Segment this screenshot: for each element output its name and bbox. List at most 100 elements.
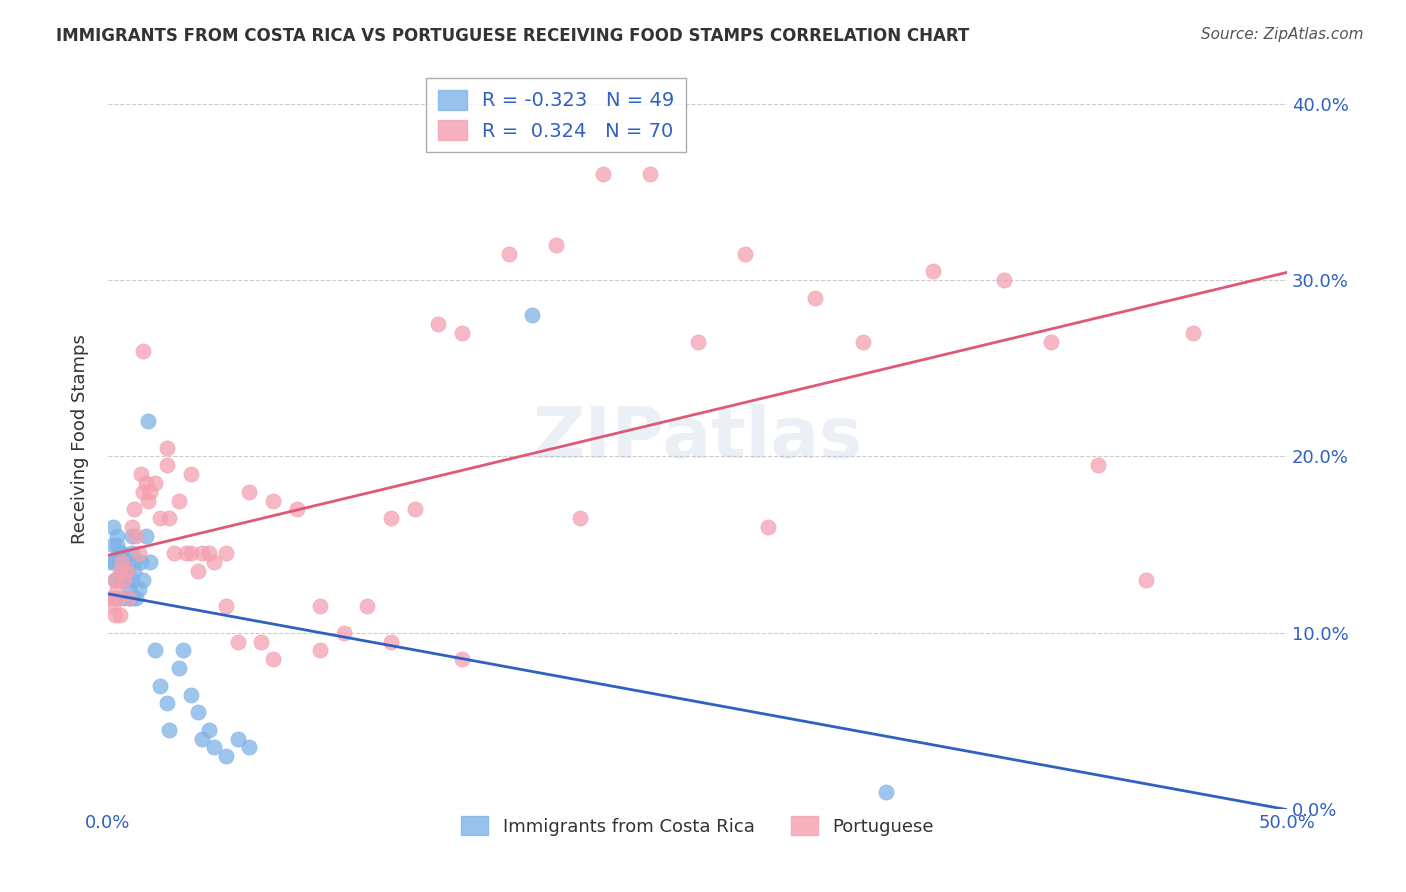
- Point: [121, 591, 143, 605]
- Point: [380, 511, 402, 525]
- Point: [136, 414, 159, 428]
- Point: [121, 573, 143, 587]
- Point: [156, 458, 179, 473]
- Point: [852, 334, 875, 349]
- Point: [592, 167, 614, 181]
- Point: [107, 538, 129, 552]
- Point: [215, 599, 238, 614]
- Point: [125, 529, 148, 543]
- Point: [157, 723, 180, 737]
- Point: [118, 591, 141, 605]
- Point: [686, 334, 709, 349]
- Point: [118, 591, 141, 605]
- Point: [101, 520, 124, 534]
- Legend: Immigrants from Costa Rica, Portuguese: Immigrants from Costa Rica, Portuguese: [453, 807, 943, 845]
- Point: [132, 484, 155, 499]
- Point: [380, 634, 402, 648]
- Point: [104, 608, 127, 623]
- Point: [226, 731, 249, 746]
- Point: [122, 564, 145, 578]
- Point: [198, 546, 221, 560]
- Point: [522, 309, 544, 323]
- Point: [1135, 573, 1157, 587]
- Point: [285, 502, 308, 516]
- Point: [111, 573, 134, 587]
- Point: [191, 731, 214, 746]
- Point: [122, 555, 145, 569]
- Point: [149, 511, 172, 525]
- Point: [114, 591, 136, 605]
- Point: [202, 740, 225, 755]
- Point: [104, 573, 127, 587]
- Point: [1087, 458, 1109, 473]
- Point: [309, 599, 332, 614]
- Point: [98, 591, 121, 605]
- Point: [993, 273, 1015, 287]
- Point: [104, 573, 127, 587]
- Point: [356, 599, 378, 614]
- Point: [108, 573, 131, 587]
- Point: [215, 749, 238, 764]
- Point: [115, 564, 138, 578]
- Point: [640, 167, 662, 181]
- Point: [111, 546, 134, 560]
- Point: [157, 511, 180, 525]
- Point: [262, 493, 284, 508]
- Text: ZIPatlas: ZIPatlas: [533, 404, 863, 474]
- Point: [156, 696, 179, 710]
- Point: [121, 520, 143, 534]
- Point: [167, 661, 190, 675]
- Point: [198, 723, 221, 737]
- Point: [139, 555, 162, 569]
- Point: [309, 643, 332, 657]
- Point: [135, 529, 157, 543]
- Point: [215, 546, 238, 560]
- Point: [143, 475, 166, 490]
- Point: [427, 317, 450, 331]
- Point: [108, 546, 131, 560]
- Point: [104, 555, 127, 569]
- Point: [111, 555, 134, 569]
- Point: [129, 555, 152, 569]
- Point: [114, 555, 136, 569]
- Point: [107, 591, 129, 605]
- Point: [1181, 326, 1204, 340]
- Point: [136, 493, 159, 508]
- Point: [115, 573, 138, 587]
- Point: [128, 582, 150, 596]
- Point: [804, 291, 827, 305]
- Text: IMMIGRANTS FROM COSTA RICA VS PORTUGUESE RECEIVING FOOD STAMPS CORRELATION CHART: IMMIGRANTS FROM COSTA RICA VS PORTUGUESE…: [56, 27, 970, 45]
- Point: [111, 564, 134, 578]
- Point: [191, 546, 214, 560]
- Point: [498, 246, 520, 260]
- Point: [163, 546, 186, 560]
- Point: [143, 643, 166, 657]
- Point: [568, 511, 591, 525]
- Point: [132, 343, 155, 358]
- Point: [238, 484, 260, 499]
- Point: [125, 591, 148, 605]
- Point: [756, 520, 779, 534]
- Point: [238, 740, 260, 755]
- Point: [122, 502, 145, 516]
- Point: [107, 529, 129, 543]
- Point: [187, 564, 209, 578]
- Point: [101, 538, 124, 552]
- Point: [174, 546, 197, 560]
- Y-axis label: Receiving Food Stamps: Receiving Food Stamps: [72, 334, 89, 544]
- Point: [149, 679, 172, 693]
- Point: [121, 529, 143, 543]
- Point: [132, 573, 155, 587]
- Point: [172, 643, 194, 657]
- Point: [114, 573, 136, 587]
- Point: [107, 582, 129, 596]
- Point: [922, 264, 945, 278]
- Point: [333, 625, 356, 640]
- Point: [108, 555, 131, 569]
- Point: [875, 784, 897, 798]
- Point: [180, 467, 202, 481]
- Point: [156, 441, 179, 455]
- Point: [450, 652, 472, 666]
- Point: [128, 546, 150, 560]
- Text: Source: ZipAtlas.com: Source: ZipAtlas.com: [1201, 27, 1364, 42]
